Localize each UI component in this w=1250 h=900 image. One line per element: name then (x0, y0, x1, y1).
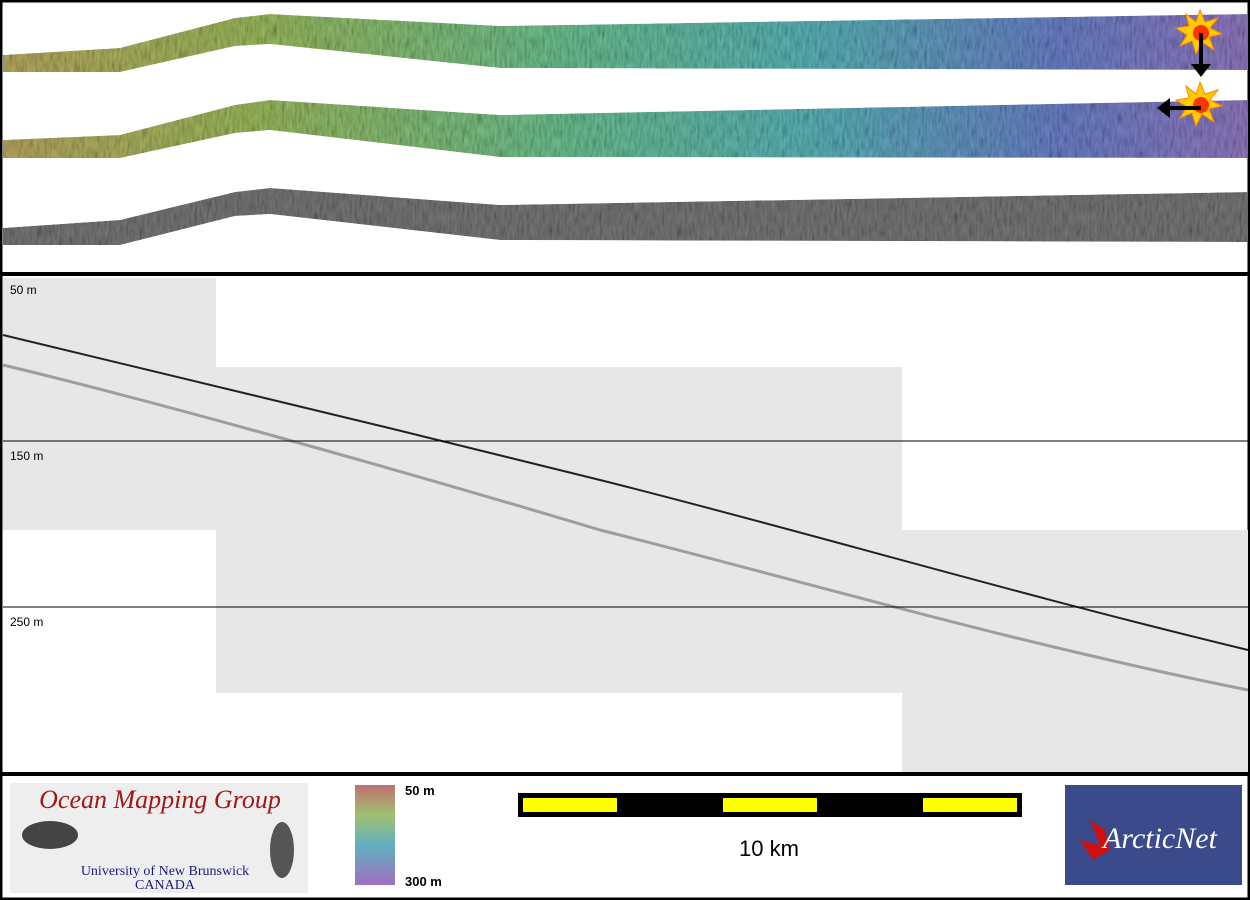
sun-icon (1174, 8, 1224, 77)
profile-segment (3, 278, 216, 530)
scale-bar-label: 10 km (739, 836, 799, 861)
colorbar: 50 m 300 m (355, 783, 442, 889)
profile-panel: 50 m 150 m 250 m (2, 278, 1249, 772)
colorbar-label: 50 m (405, 783, 435, 798)
logo-name: ArcticNet (1101, 822, 1218, 855)
logo-title: Ocean Mapping Group (39, 785, 281, 814)
arcticnet-logo: ArcticNet (1065, 785, 1242, 885)
logo-country: CANADA (135, 878, 196, 893)
swath-bathymetry (3, 14, 1248, 72)
scale-bar-segment (723, 798, 817, 812)
colorbar-ramp (355, 785, 395, 885)
swath-panel (3, 8, 1248, 245)
logo-university: University of New Brunswick (81, 864, 249, 879)
depth-label: 250 m (10, 615, 43, 629)
scale-bar: 10 km (518, 793, 1022, 861)
profile-segment (216, 367, 902, 693)
colorbar-label: 300 m (405, 874, 442, 889)
subbottom-reflector (2, 363, 1249, 692)
scale-bar-segment (523, 798, 617, 812)
seabed-reflector (2, 334, 1249, 651)
swath-sunillum (3, 100, 1248, 158)
maple-leaf (1080, 820, 1110, 860)
omg-logo: Ocean Mapping Group University of New Br… (10, 783, 308, 893)
scale-bar-segment (923, 798, 1017, 812)
sun-icon (1157, 80, 1224, 128)
swath-backscatter (3, 188, 1248, 245)
logo-graphic (22, 821, 78, 849)
depth-label: 150 m (10, 449, 43, 463)
logo-graphic (270, 822, 294, 878)
logo-background (1065, 785, 1242, 885)
depth-label: 50 m (10, 283, 37, 297)
